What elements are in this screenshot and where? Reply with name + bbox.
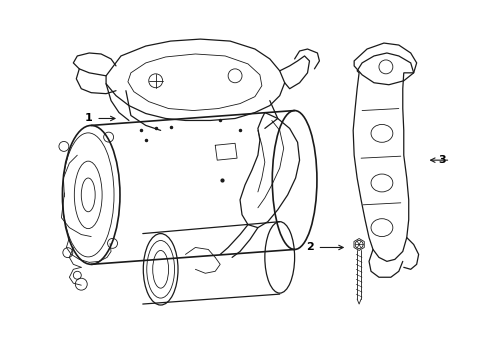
Text: 1: 1 (84, 113, 92, 123)
Text: 3: 3 (439, 155, 446, 165)
Text: 2: 2 (306, 243, 314, 252)
